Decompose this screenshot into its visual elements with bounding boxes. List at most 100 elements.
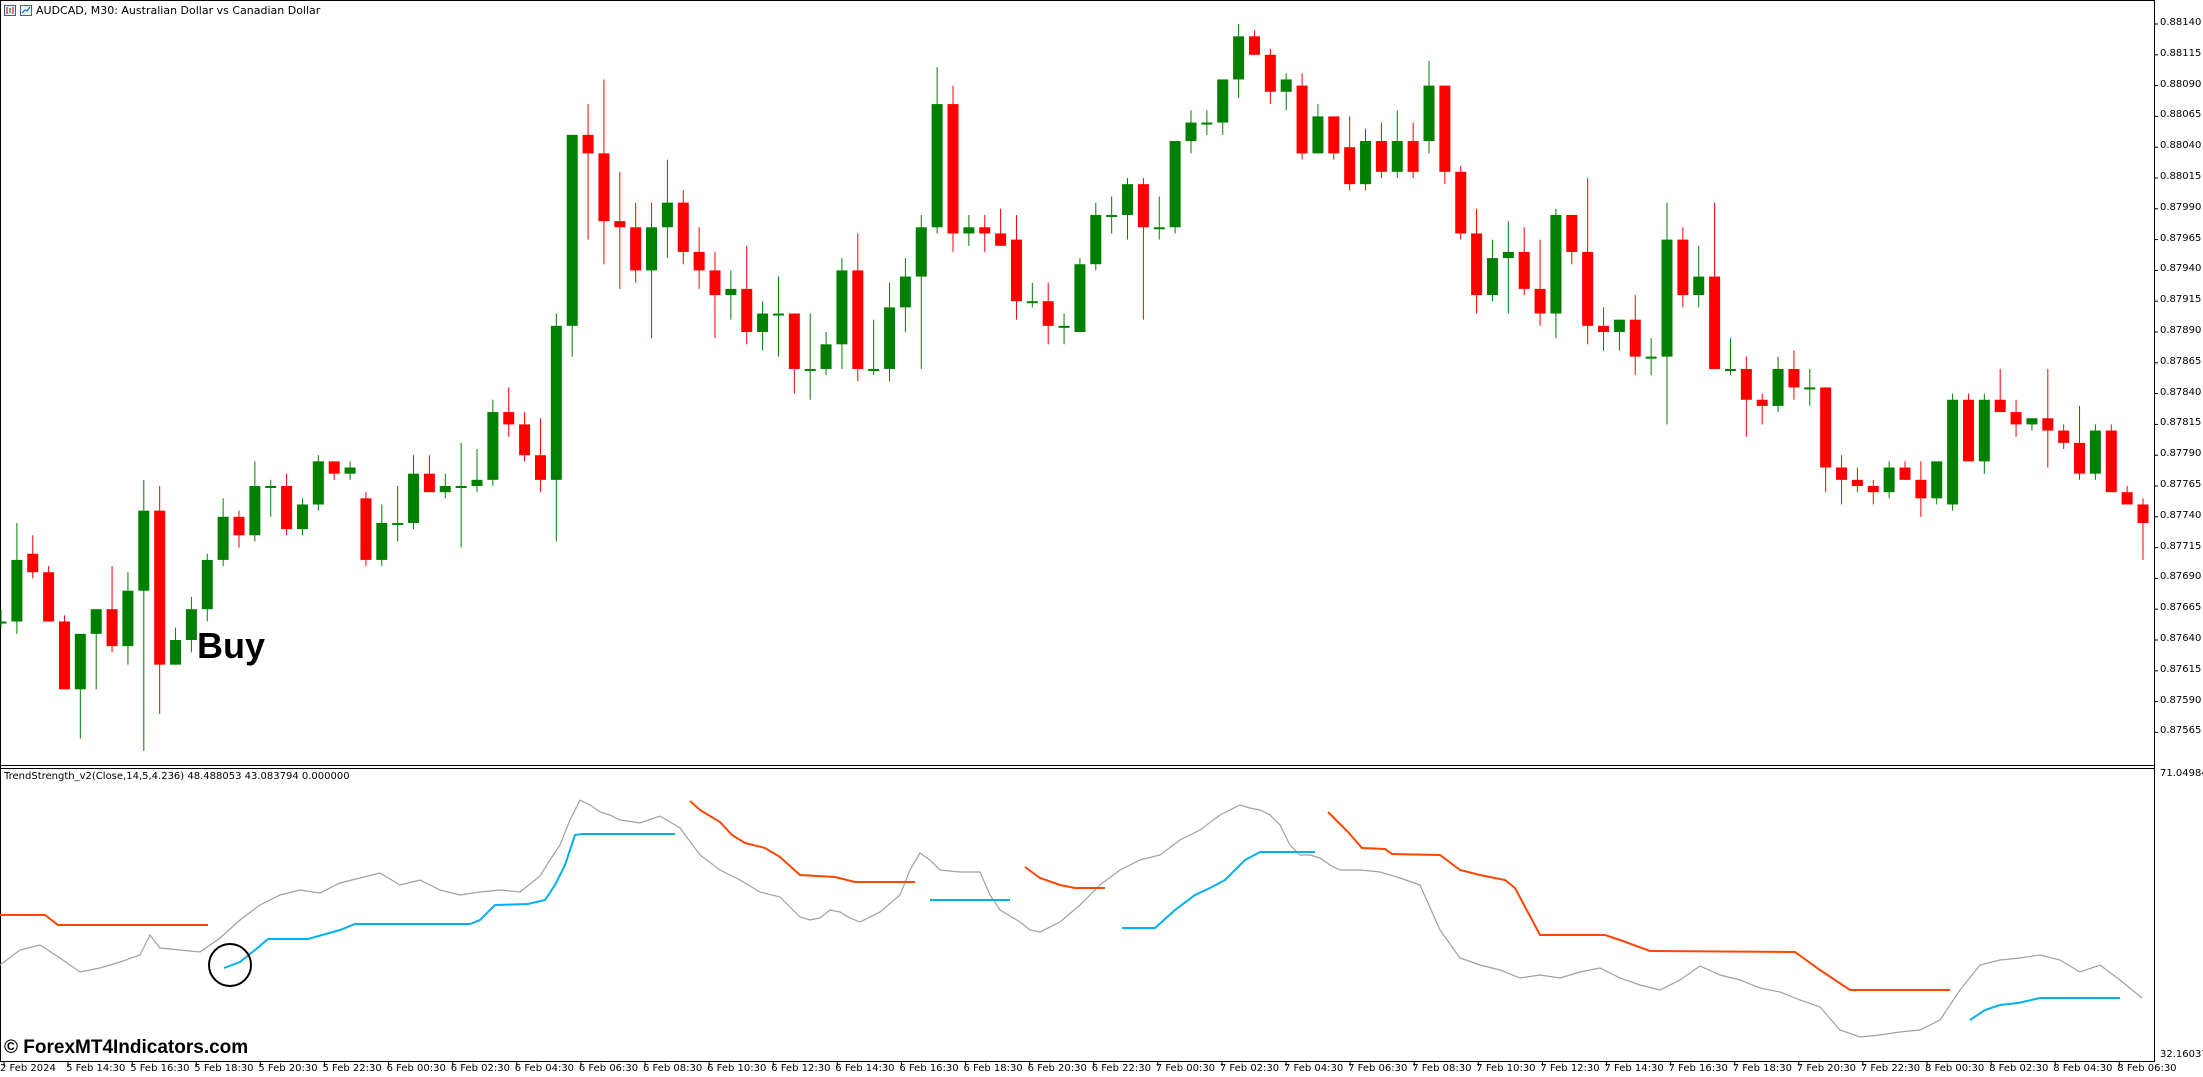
candle (122, 572, 134, 665)
candle (1820, 387, 1832, 493)
candle-body (1074, 264, 1086, 332)
candle (1074, 258, 1086, 332)
trend-strength-line (0, 799, 2143, 1038)
time-label: 6 Feb 20:30 (1027, 1063, 1087, 1074)
candle (74, 633, 86, 739)
candle (1550, 208, 1562, 339)
candle-body (2121, 492, 2133, 505)
candle-body (947, 104, 959, 234)
candle-body (820, 344, 832, 369)
candle-body (408, 473, 420, 523)
candle (2089, 424, 2101, 480)
trade-icon[interactable] (20, 4, 32, 16)
candle-body (1915, 479, 1927, 499)
candle-body (1867, 486, 1879, 493)
candle-body (1740, 368, 1752, 400)
candle-body (1090, 214, 1102, 265)
candle-body (1978, 399, 1990, 462)
candle-body (995, 233, 1007, 246)
candle-body (217, 516, 229, 560)
trend-up-line (1969, 997, 2120, 1021)
candle (1804, 368, 1816, 406)
candle-body (0, 621, 7, 624)
trend-up-line (1122, 851, 1315, 929)
price-label: 0.87815 (2160, 417, 2202, 429)
chart-type-icon[interactable] (4, 4, 16, 16)
candle-body (884, 307, 896, 369)
candle-body (1391, 141, 1403, 172)
candle-body (757, 313, 769, 332)
price-label: 0.87590 (2160, 694, 2202, 706)
trend-down-line (1024, 866, 1105, 889)
candle-body (1423, 85, 1435, 142)
price-label: 0.87840 (2160, 386, 2202, 398)
candle-body (1360, 141, 1372, 185)
candle-body (1248, 36, 1260, 55)
candle-body (534, 455, 546, 480)
candle (1518, 227, 1530, 296)
candle (2042, 368, 2054, 468)
time-label: 7 Feb 14:30 (1604, 1063, 1664, 1074)
candle (1978, 393, 1990, 474)
time-label: 6 Feb 06:30 (578, 1063, 639, 1074)
candle-body (630, 227, 642, 271)
candle-body (2074, 442, 2086, 474)
candle-body (725, 288, 737, 296)
candle (772, 276, 784, 357)
candle-body (58, 621, 70, 690)
time-label: 7 Feb 10:30 (1476, 1063, 1536, 1074)
price-label: 0.88090 (2160, 78, 2202, 90)
candle (1137, 178, 1149, 320)
candle (296, 498, 308, 536)
watermark: © ForexMT4Indicators.com (4, 1037, 249, 1058)
candle (11, 522, 23, 634)
candle (630, 202, 642, 283)
price-label: 0.87865 (2160, 355, 2202, 367)
candle-body (201, 559, 213, 610)
candle (582, 104, 594, 240)
indicator-label: TrendStrength_v2(Close,14,5,4.236) 48.48… (4, 771, 350, 782)
candle-body (677, 202, 689, 252)
time-label: 7 Feb 22:30 (1860, 1063, 1921, 1074)
candle (1724, 338, 1736, 376)
candle (408, 455, 420, 530)
candle (1693, 245, 1705, 308)
candle-body (661, 202, 673, 228)
candle-body (344, 467, 356, 474)
candle (1677, 227, 1689, 308)
candle (455, 442, 467, 548)
candle-body (1169, 141, 1181, 228)
candle-body (1804, 387, 1816, 390)
price-label: 0.87615 (2160, 663, 2202, 675)
candle (90, 609, 102, 690)
candle-body (1344, 147, 1356, 185)
candle-body (487, 412, 499, 480)
candle-body (1455, 171, 1467, 234)
time-label: 6 Feb 18:30 (963, 1063, 1023, 1074)
candle (598, 79, 610, 265)
candle-body (2042, 418, 2054, 431)
candle-body (1217, 79, 1229, 123)
candle (1883, 461, 1895, 499)
candle (43, 566, 55, 622)
candle (439, 473, 451, 499)
time-label: 8 Feb 04:30 (2053, 1063, 2113, 1074)
candle-body (566, 134, 578, 326)
indicator-axis-max: 71.049846 (2160, 768, 2203, 779)
candle (1645, 338, 1657, 376)
candle (1296, 73, 1308, 160)
buy-annotation: Buy (197, 625, 266, 666)
candle-body (852, 270, 864, 369)
candle (1756, 393, 1768, 425)
time-label: 5 Feb 22:30 (322, 1063, 382, 1074)
candle (2010, 399, 2022, 437)
candle-body (1122, 184, 1134, 215)
time-label: 7 Feb 06:30 (1348, 1063, 1408, 1074)
candle (392, 486, 404, 542)
candle-body (788, 313, 800, 369)
candle (1090, 202, 1102, 271)
chart-title-bar: AUDCAD, M30: Australian Dollar vs Canadi… (4, 2, 320, 18)
candle-body (27, 553, 39, 573)
candle-body (646, 227, 658, 271)
